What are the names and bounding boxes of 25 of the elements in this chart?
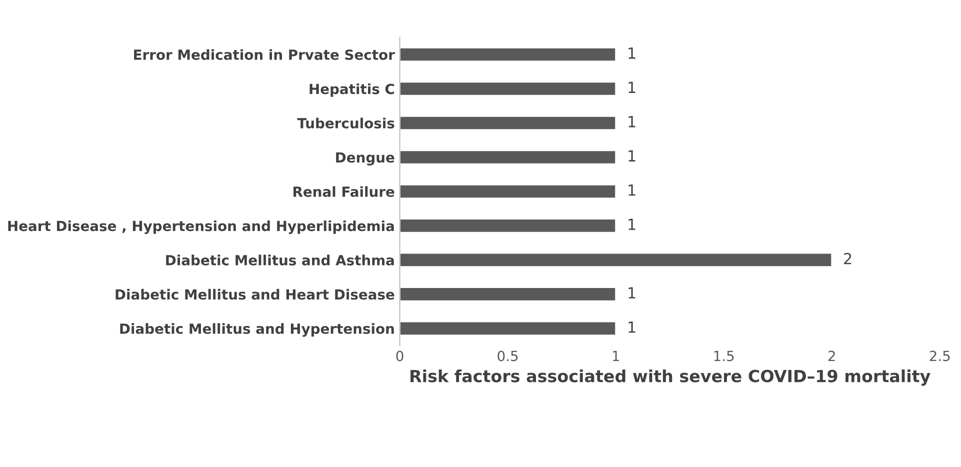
y-tick-label: Tuberculosis (297, 118, 394, 128)
x-tick-label: 0.5 (498, 350, 518, 362)
x-tick-label: 1.5 (714, 350, 734, 362)
y-tick-label: Diabetic Mellitus and Hypertension (120, 323, 394, 337)
y-tick-label: Dengue (336, 152, 394, 166)
x-tick-label: 2 (828, 350, 835, 361)
data-label: 1 (628, 218, 636, 230)
y-tick-label: Diabetic Mellitus and Heart Disease (116, 288, 394, 300)
x-tick-label: 1 (612, 350, 619, 361)
data-label: 2 (844, 252, 852, 264)
data-label: 1 (628, 48, 636, 59)
data-label: 1 (628, 116, 636, 128)
y-tick-label: Renal Failure (293, 186, 394, 197)
y-tick-label: Error Medication in Prvate Sector (134, 49, 395, 60)
y-tick-label: Diabetic Mellitus and Asthma (166, 254, 394, 266)
y-tick-label: Hepatitis C (310, 83, 394, 97)
data-label: 1 (628, 150, 636, 162)
x-tick-label: 0 (396, 350, 404, 362)
data-label: 1 (628, 82, 636, 93)
data-label: 1 (628, 184, 636, 196)
data-label: 1 (628, 322, 636, 333)
x-axis-title: Risk factors associated with severe COVID–19 mortality (410, 369, 930, 386)
data-label: 1 (628, 287, 636, 298)
x-tick-label: 2.5 (930, 350, 950, 362)
y-tick-label: Heart Disease , Hypertension and Hyperlipidemia (8, 220, 394, 234)
